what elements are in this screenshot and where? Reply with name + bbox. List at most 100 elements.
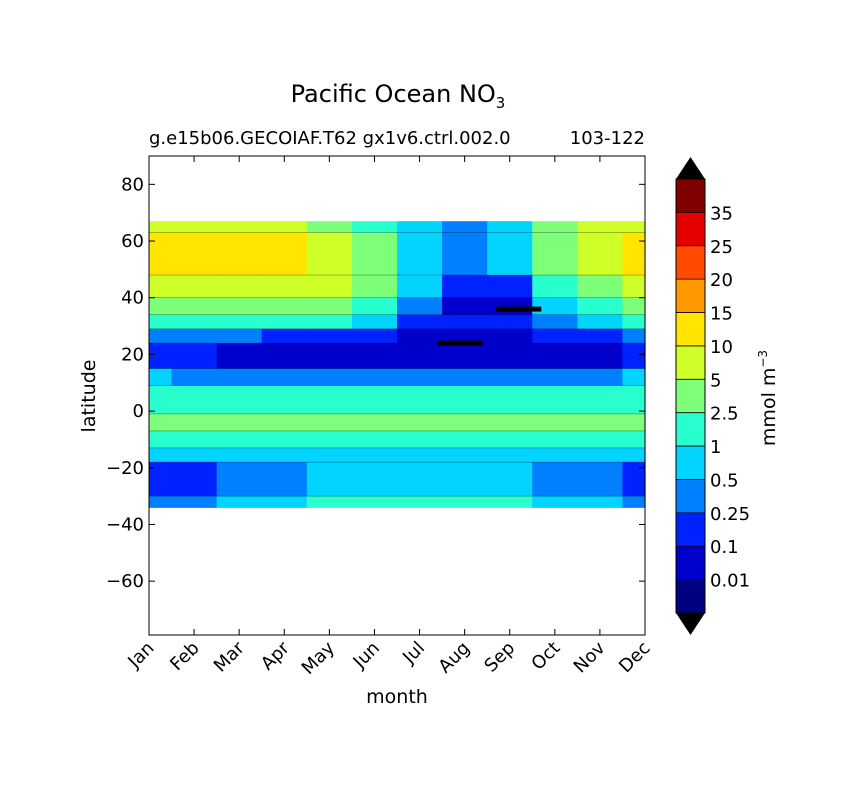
x-tick-label: Dec (615, 638, 654, 677)
contour-cell (442, 368, 488, 386)
contour-cell (216, 232, 263, 276)
contour-cell (622, 314, 646, 330)
contour-cell (397, 385, 443, 415)
chart-title-main: Pacific Ocean NO (291, 80, 496, 108)
contour-cell (622, 328, 646, 344)
x-tick-label: Sep (480, 638, 519, 677)
colorbar-tick-label: 20 (710, 270, 733, 291)
x-tick-label: May (298, 637, 339, 678)
x-tick-label: Jun (349, 638, 384, 673)
colorbar-tick-label: 15 (710, 304, 733, 325)
contour-cell (397, 297, 443, 316)
contour-cell (622, 297, 646, 316)
contour-cell (171, 221, 218, 233)
chart-subtitle-right: 103-122 (570, 128, 645, 149)
contour-cell (442, 232, 488, 276)
contour-cell (442, 275, 488, 299)
contour-cell (577, 462, 624, 497)
colorbar-tick-label: 2.5 (710, 404, 739, 425)
contour-cell (306, 496, 353, 508)
contour-cell (487, 343, 533, 369)
contour-cell (577, 343, 624, 369)
contour-cell (397, 221, 443, 233)
contour-cell (306, 275, 353, 299)
contour-cell (487, 314, 533, 330)
y-axis: 80 60 40 20 0 −20 −40 −60 (106, 174, 645, 592)
contour-cell (532, 328, 578, 344)
contour-cell (306, 221, 353, 233)
contour-cell (397, 413, 443, 432)
contour-cell (306, 385, 353, 415)
contour-cell (487, 385, 533, 415)
contour-cell (351, 462, 398, 497)
contour-cell (397, 275, 443, 299)
contour-cell (442, 385, 488, 415)
x-tick-label: Feb (166, 638, 203, 675)
colorbar-swatch (676, 412, 705, 447)
contour-cell (149, 232, 173, 276)
contour-cell (306, 368, 353, 386)
contour-cell (261, 368, 308, 386)
chart-title: Pacific Ocean NO3 (291, 80, 506, 112)
contour-cell (216, 314, 263, 330)
x-tick-label: Nov (570, 637, 610, 677)
contour-cell (261, 385, 308, 415)
contour-cell (171, 275, 218, 299)
colorbar-swatch (676, 546, 705, 581)
contour-cell (532, 297, 578, 316)
contour-cell (532, 430, 578, 449)
colorbar-tick-label: 25 (710, 237, 733, 258)
chart-subtitle-left: g.e15b06.GECOIAF.T62 gx1v6.ctrl.002.0 (149, 128, 511, 149)
minimum-mark (437, 340, 483, 346)
contour-cell (261, 314, 308, 330)
contour-cell (351, 221, 398, 233)
contour-cell (487, 328, 533, 344)
chart-title-subscript: 3 (496, 94, 506, 112)
contour-cell (487, 275, 533, 299)
contour-cell (397, 462, 443, 497)
contour-cell (216, 385, 263, 415)
colorbar-swatch (676, 212, 705, 247)
contour-cell (442, 462, 488, 497)
contour-cell (306, 413, 353, 432)
x-tick-label: Mar (210, 637, 249, 676)
contour-cell (171, 314, 218, 330)
contour-cell (171, 297, 218, 316)
contour-cell (306, 462, 353, 497)
contour-cell (532, 385, 578, 415)
contour-cell (261, 413, 308, 432)
contour-cell (261, 297, 308, 316)
contour-cell (442, 430, 488, 449)
colorbar-tick-label: 1 (710, 437, 721, 458)
contour-cell (397, 328, 443, 344)
colorbar-swatch (676, 446, 705, 480)
contour-cell (577, 232, 624, 276)
contour-cell (532, 447, 578, 463)
contour-cell (351, 314, 398, 330)
contour-cell (577, 275, 624, 299)
contour-cell (171, 430, 218, 449)
colorbar: 0.01 0.1 0.25 0.5 1 2.5 5 10 15 20 25 35 (675, 157, 750, 635)
contour-cell (622, 430, 646, 449)
contour-cell (442, 314, 488, 330)
contour-cell (622, 496, 646, 508)
y-axis-label: latitude (78, 360, 100, 433)
contour-cell (487, 496, 533, 508)
y-tick-label: 60 (121, 231, 144, 252)
contour-cell (532, 462, 578, 497)
contour-cell (577, 496, 624, 508)
contour-cell (532, 343, 578, 369)
contour-cell (216, 221, 263, 233)
contour-cell (622, 385, 646, 415)
contour-cell (171, 413, 218, 432)
contour-cell (532, 496, 578, 508)
contour-cell (149, 343, 173, 369)
contour-cell (442, 496, 488, 508)
contour-cell (397, 232, 443, 276)
contour-cell (149, 368, 173, 386)
y-tick-label: −20 (106, 458, 144, 479)
contour-cell (171, 462, 218, 497)
minima-marks (437, 306, 542, 346)
x-tick-label: Aug (434, 638, 474, 678)
